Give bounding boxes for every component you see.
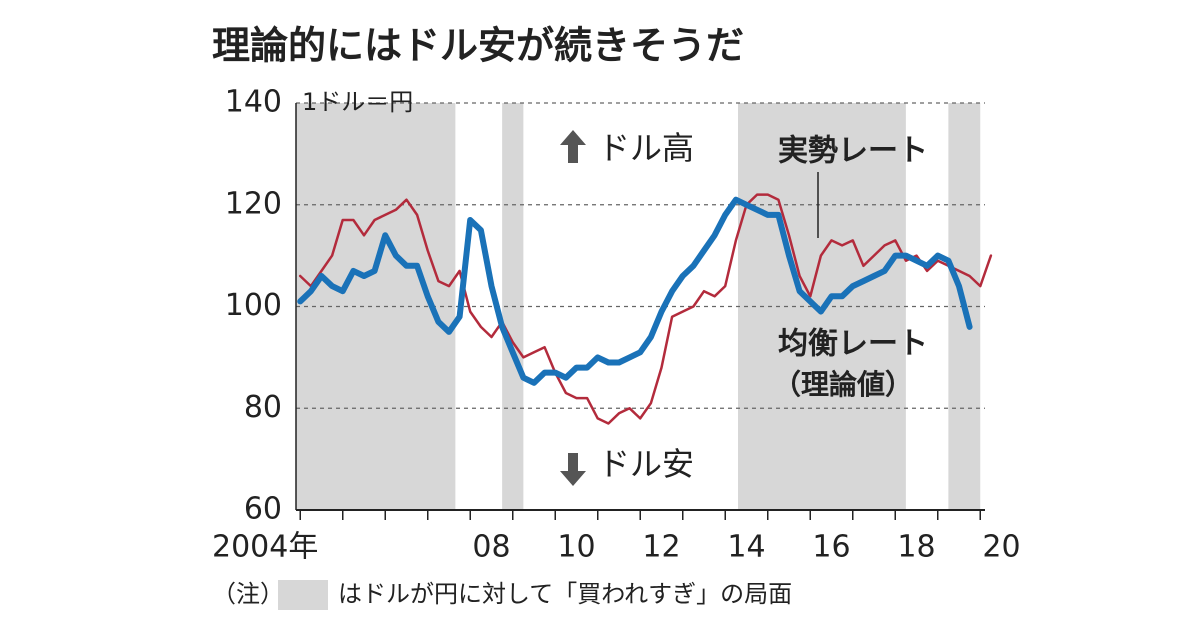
x-tick-label: 08 [472, 530, 510, 565]
down-arrow [560, 453, 586, 486]
x-tick-label: 16 [812, 530, 850, 565]
y-tick-label: 120 [225, 186, 282, 221]
series-line [298, 193, 993, 425]
x-tick-label: 2004年 [212, 530, 318, 565]
x-tick-label: 18 [897, 530, 935, 565]
y-tick-label: 140 [225, 85, 282, 120]
x-tick-label: 10 [557, 530, 595, 565]
note-text: はドルが円に対して「買われすぎ」の局面 [338, 580, 792, 608]
x-tick-label: 12 [642, 530, 680, 565]
down-annotation: ドル安 [598, 445, 694, 483]
series-label: 均衡レート [778, 327, 928, 362]
x-tick-label: 20 [982, 530, 1020, 565]
note-swatch [278, 580, 328, 610]
note-prefix: （注） [212, 580, 284, 608]
up-annotation: ドル高 [598, 129, 694, 167]
y-tick-label: 80 [244, 390, 282, 425]
unit-label: 1ドル＝円 [302, 88, 413, 116]
x-tick-label: 14 [727, 530, 765, 565]
series-line [297, 196, 973, 386]
up-arrow [560, 130, 586, 163]
y-tick-label: 100 [225, 288, 282, 323]
y-tick-label: 60 [244, 492, 282, 527]
series-note: （理論値） [773, 368, 913, 401]
series-label: 実勢レート [778, 134, 928, 169]
chart-title: 理論的にはドル安が続きそうだ [212, 24, 744, 68]
